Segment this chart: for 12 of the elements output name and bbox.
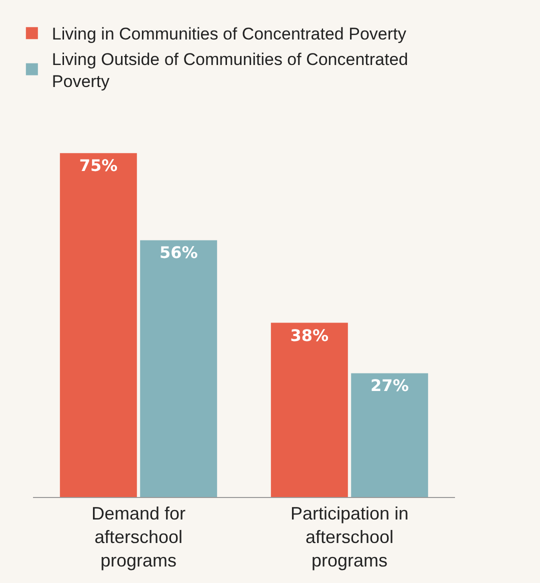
bar (270, 322, 348, 497)
bar (140, 240, 218, 497)
x-tick-label: Demand for afterschool programs (91, 504, 186, 570)
bar (351, 373, 428, 497)
data-label: 75% (79, 156, 118, 176)
data-label: 56% (159, 243, 198, 262)
data-label: 38% (290, 326, 329, 345)
data-label: 27% (370, 376, 409, 396)
legend-label: Living in Communities of Concentrated Poverty (52, 24, 407, 44)
bar (60, 153, 137, 497)
legend-label: Living Outside of Communities of Concentrated Poverty (52, 50, 408, 91)
x-tick-label: Participation in afterschool programs (290, 504, 409, 570)
